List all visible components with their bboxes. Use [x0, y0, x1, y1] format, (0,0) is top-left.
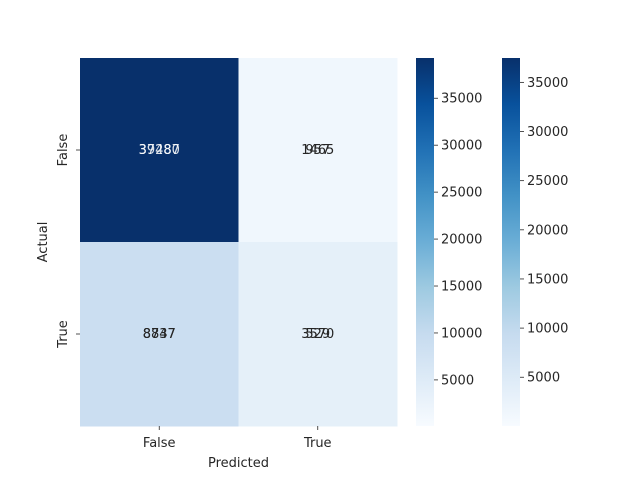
y-tick-label: False: [56, 134, 71, 167]
colorbar-tick-label: 15000: [441, 280, 482, 295]
heatmap-cell: [80, 58, 239, 243]
colorbar-tick-label: 30000: [441, 139, 482, 154]
y-axis-label: Actual: [36, 222, 51, 263]
colorbar-tick-label: 30000: [527, 125, 568, 140]
colorbar-tick-label: 25000: [441, 186, 482, 201]
heatmap-cell: [80, 242, 239, 427]
colorbar-tick-label: 35000: [441, 92, 482, 107]
cell-value-label: 529: [305, 327, 330, 342]
colorbar-tick-label: 10000: [527, 322, 568, 337]
heatmap-cell-labels: 37480 957 8747 529 39287 1465 8837 3570: [139, 143, 335, 342]
heatmap-cell: [238, 58, 398, 243]
colorbar: [416, 58, 434, 426]
cell-value-label: 8747: [143, 327, 176, 342]
cell-value-label: 957: [305, 143, 330, 158]
cell-value-label: 8837: [143, 327, 176, 342]
heatmap-cells: [80, 58, 398, 427]
colorbar-tick-label: 35000: [527, 76, 568, 91]
colorbars: 5000 10000 15000 20000 25000 30000 35000 5000 10…: [416, 58, 568, 426]
colorbar-tick-label: 5000: [441, 373, 474, 388]
colorbar: [502, 58, 520, 426]
colorbar-tick-label: 15000: [527, 272, 568, 287]
cell-value-label: 3570: [301, 327, 334, 342]
colorbar-tick-label: 10000: [441, 326, 482, 341]
colorbar-tick-label: 20000: [527, 223, 568, 238]
x-tick-label: False: [143, 436, 176, 451]
x-tick-label: True: [303, 436, 332, 451]
colorbar-tick-label: 25000: [527, 174, 568, 189]
cell-value-label: 39287: [139, 143, 180, 158]
heatmap-cell: [238, 242, 398, 427]
colorbar-tick-label: 20000: [441, 233, 482, 248]
cell-value-label: 1465: [301, 143, 334, 158]
colorbar-tick-label: 5000: [527, 371, 560, 386]
heatmap-axes: False True Predicted False True Actual: [36, 134, 332, 471]
cell-value-label: 37480: [139, 143, 180, 158]
y-tick-label: True: [56, 320, 71, 349]
x-axis-label: Predicted: [208, 456, 269, 471]
